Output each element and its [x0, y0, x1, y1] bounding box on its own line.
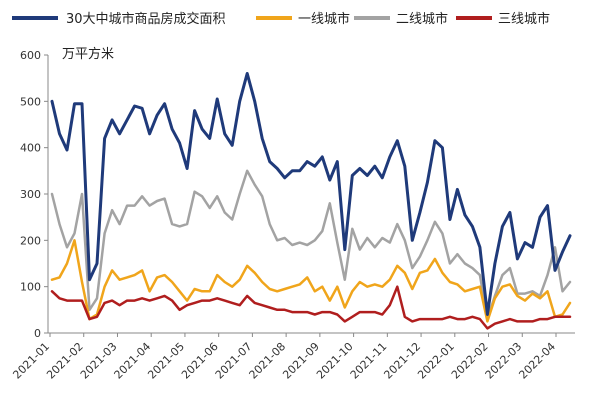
y-axis-unit-label: 万平方米	[62, 46, 114, 62]
series-line-tier3	[50, 285, 572, 330]
y-tick-label: 200	[20, 234, 41, 247]
legend: 30大中城市商品房成交面积 一线城市 二线城市 三线城市	[12, 11, 550, 27]
series-line-national	[50, 72, 572, 316]
x-axis-ticks: 2021-012021-022021-032021-042021-052021-…	[10, 333, 558, 382]
series-line-tier2	[50, 169, 572, 321]
y-axis-ticks: 0 100 200 300 400 500 600	[20, 49, 48, 340]
y-tick-label: 400	[20, 142, 41, 155]
y-tick-label: 500	[20, 95, 41, 108]
y-tick-label: 100	[20, 281, 41, 294]
legend-label-tier2: 二线城市	[396, 11, 448, 27]
legend-label-national: 30大中城市商品房成交面积	[66, 11, 226, 27]
x-tick-label: 2022-04	[516, 340, 558, 382]
y-tick-label: 600	[20, 49, 41, 62]
legend-label-tier3: 三线城市	[498, 11, 550, 27]
y-tick-label: 0	[34, 327, 41, 340]
legend-label-tier1: 一线城市	[298, 11, 350, 27]
series-line-tier1	[50, 239, 572, 323]
series-layer	[50, 72, 572, 330]
y-tick-label: 300	[20, 188, 41, 201]
